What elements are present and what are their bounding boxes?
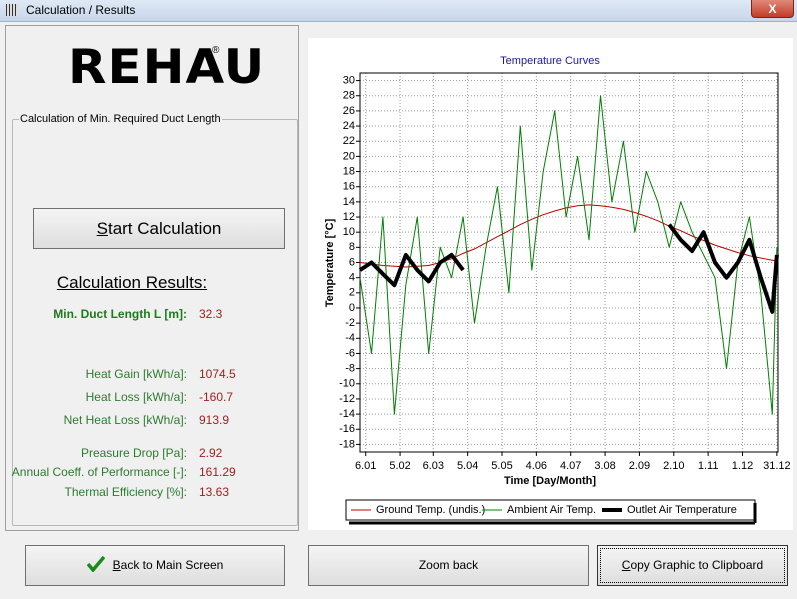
y-tick-label: -4 (345, 332, 355, 344)
start-button[interactable]: Start Calculation (33, 208, 285, 249)
y-tick-label: -6 (345, 347, 355, 359)
result-value: 2.92 (199, 446, 222, 460)
x-tick-label: 5.05 (491, 460, 512, 472)
y-tick-label: 18 (343, 165, 355, 177)
y-tick-label: 28 (343, 90, 355, 102)
y-tick-label: -2 (345, 317, 355, 329)
window-title: Calculation / Results (26, 3, 135, 17)
y-tick-label: -18 (339, 438, 355, 450)
y-axis-label: Temperature [°C] (324, 218, 336, 307)
y-tick-label: 30 (343, 74, 355, 86)
result-label: Heat Gain [kWh/a]: (5, 367, 187, 381)
check-icon (87, 556, 105, 572)
result-label: Net Heat Loss [kWh/a]: (5, 413, 187, 427)
x-tick-label: 6.01 (355, 460, 376, 472)
legend-label: Ambient Air Temp. (507, 504, 596, 516)
result-value: 161.29 (199, 465, 236, 479)
y-tick-label: 0 (349, 302, 355, 314)
x-tick-label: 31.12 (763, 460, 791, 472)
y-tick-label: 6 (349, 256, 355, 268)
y-tick-label: 16 (343, 181, 355, 193)
results-heading: Calculation Results: (0, 273, 264, 293)
y-tick-label: 20 (343, 150, 355, 162)
result-label: Annual Coeff. of Performance [-]: (5, 465, 187, 479)
legend-label: Outlet Air Temperature (627, 504, 737, 516)
y-tick-label: -12 (339, 393, 355, 405)
result-label: Preasure Drop [Pa]: (5, 446, 187, 460)
x-tick-label: 1.12 (732, 460, 753, 472)
result-value: 13.63 (199, 485, 229, 499)
result-value: 32.3 (199, 307, 222, 321)
close-button[interactable]: X (751, 0, 794, 18)
back-button[interactable]: Back to Main Screen (25, 545, 285, 586)
chart: Temperature Curves Time [Day/Month] Temp… (308, 38, 793, 530)
x-tick-label: 5.02 (389, 460, 410, 472)
copy-button[interactable]: Copy Graphic to Clipboard (597, 545, 788, 586)
logo-mark: ® (212, 45, 219, 56)
x-tick-label: 5.04 (457, 460, 478, 472)
result-value: -160.7 (199, 390, 233, 404)
result-value: 1074.5 (199, 367, 236, 381)
x-tick-label: 2.10 (663, 460, 684, 472)
logo: REHAU (68, 39, 265, 94)
x-axis-label: Time [Day/Month] (504, 475, 596, 487)
y-tick-label: -8 (345, 363, 355, 375)
chart-title: Temperature Curves (500, 55, 600, 67)
y-tick-label: 8 (349, 241, 355, 253)
y-tick-label: -14 (339, 408, 355, 420)
result-label: Min. Duct Length L [m]: (5, 307, 187, 321)
y-tick-label: -10 (339, 378, 355, 390)
y-tick-label: -16 (339, 423, 355, 435)
legend-label: Ground Temp. (undis.) (376, 504, 485, 516)
result-value: 913.9 (199, 413, 229, 427)
button-label: Start Calculation (97, 209, 222, 248)
x-tick-label: 2.09 (629, 460, 650, 472)
x-tick-label: 1.11 (698, 460, 719, 472)
y-tick-label: 22 (343, 135, 355, 147)
y-tick-label: 14 (343, 196, 355, 208)
y-tick-label: 24 (343, 120, 355, 132)
x-tick-label: 3.08 (594, 460, 615, 472)
x-tick-label: 4.06 (526, 460, 547, 472)
chart-background (308, 38, 793, 530)
button-label: Back to Main Screen (113, 546, 224, 585)
y-tick-label: 26 (343, 105, 355, 117)
button-label: Copy Graphic to Clipboard (622, 546, 763, 585)
button-label: Zoom back (419, 546, 478, 585)
y-tick-label: 12 (343, 211, 355, 223)
y-tick-label: 10 (343, 226, 355, 238)
window-icon (6, 4, 18, 16)
x-tick-label: 4.07 (560, 460, 581, 472)
y-tick-label: 2 (349, 287, 355, 299)
result-label: Heat Loss [kWh/a]: (5, 390, 187, 404)
group-title: Calculation of Min. Required Duct Length (19, 113, 222, 125)
x-tick-label: 6.03 (423, 460, 444, 472)
result-label: Thermal Efficiency [%]: (5, 485, 187, 499)
y-tick-label: 4 (349, 272, 355, 284)
zoom-button[interactable]: Zoom back (308, 545, 589, 586)
